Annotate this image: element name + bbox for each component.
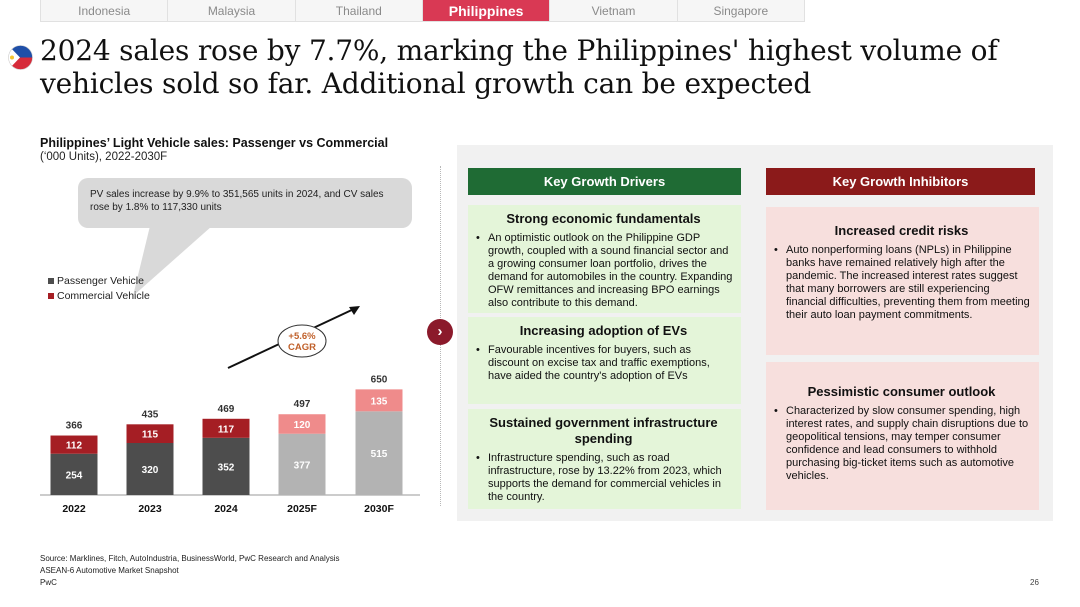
card-text: Auto nonperforming loans (NPLs) in Phili…	[786, 244, 1030, 321]
cagr-label: CAGR	[288, 342, 316, 353]
data-label-total: 650	[371, 374, 388, 385]
inhibitor-card: Pessimistic consumer outlook • Characteri…	[766, 362, 1039, 510]
data-label-total: 366	[66, 421, 83, 432]
tab-vietnam[interactable]: Vietnam	[550, 0, 678, 21]
page-title: 2024 sales rose by 7.7%, marking the Phi…	[40, 34, 998, 100]
data-label-passenger: 377	[294, 460, 311, 471]
data-label-commercial: 135	[371, 396, 388, 407]
cagr-value: +5.6%	[288, 331, 316, 342]
legend-label: Commercial Vehicle	[57, 289, 150, 302]
bullet-icon: •	[476, 452, 480, 464]
tab-malaysia[interactable]: Malaysia	[168, 0, 296, 21]
bar-commercial	[126, 424, 174, 443]
data-label-total: 435	[142, 409, 159, 420]
page-number: 26	[1030, 578, 1039, 587]
tick-label: 2023	[138, 503, 162, 515]
card-text: Infrastructure spending, such as road in…	[488, 452, 722, 503]
bar-passenger	[126, 443, 174, 495]
inhibitors-header: Key Growth Inhibitors	[766, 168, 1035, 195]
card-title: Increasing adoption of EVs	[519, 323, 688, 338]
inhibitor-card: Increased credit risks • Auto nonperformi…	[766, 207, 1039, 355]
card-title: Pessimistic consumer outlook	[807, 384, 996, 399]
legend-label: Passenger Vehicle	[57, 274, 144, 287]
tick-label: 2025F	[287, 503, 317, 515]
card-text: Characterized by slow consumer spending,…	[786, 405, 1029, 482]
bar-commercial	[50, 435, 98, 454]
tab-thailand[interactable]: Thailand	[295, 0, 423, 21]
driver-card: Increasing adoption of EVs • Favourable i…	[468, 317, 741, 404]
tick-label: 2030F	[364, 503, 394, 515]
bar-passenger	[278, 433, 326, 495]
drivers-header: Key Growth Drivers	[468, 168, 741, 195]
tick-label: 2022	[62, 503, 86, 515]
legend-commercial: Commercial Vehicle	[48, 288, 150, 303]
card-text: An optimistic outlook on the Philippine …	[488, 232, 733, 309]
driver-card: Strong economic fundamentals • An optimis…	[468, 205, 741, 313]
data-label-commercial: 117	[218, 424, 235, 435]
data-label-commercial: 112	[66, 441, 83, 452]
footer-report: ASEAN-6 Automotive Market Snapshot	[40, 566, 179, 575]
data-label-total: 497	[294, 399, 311, 410]
country-tabs: Indonesia Malaysia Thailand Philippines …	[40, 0, 805, 22]
legend-swatch	[48, 277, 54, 284]
bar-passenger	[50, 453, 98, 495]
tab-indonesia[interactable]: Indonesia	[41, 0, 169, 21]
chart-legend: Passenger Vehicle Commercial Vehicle	[48, 273, 150, 303]
chart-subtitle: (‘000 Units), 2022-2030F	[40, 151, 168, 163]
card-title: Sustained government infrastructure spen…	[489, 415, 718, 446]
legend-passenger: Passenger Vehicle	[48, 273, 150, 288]
footer-brand: PwC	[40, 578, 57, 587]
cagr-bubble	[277, 324, 327, 358]
bar-commercial	[202, 418, 250, 438]
data-label-passenger: 254	[66, 470, 83, 481]
driver-card: Sustained government infrastructure spen…	[468, 409, 741, 509]
chart-callout: PV sales increase by 9.9% to 351,565 uni…	[78, 178, 412, 228]
card-title: Strong economic fundamentals	[506, 211, 701, 226]
footer-source: Source: Marklines, Fitch, AutoIndustria,…	[40, 554, 340, 563]
chart-title: Philippines’ Light Vehicle sales: Passen…	[40, 136, 389, 150]
bar-commercial	[278, 414, 326, 434]
card-title: Increased credit risks	[834, 223, 969, 238]
data-label-passenger: 320	[142, 465, 159, 476]
bar-passenger	[355, 411, 403, 495]
card-text: Favourable incentives for buyers, such a…	[488, 344, 710, 382]
data-label-passenger: 515	[371, 449, 388, 460]
tab-philippines[interactable]: Philippines	[422, 0, 551, 21]
philippines-flag-icon	[8, 45, 33, 70]
tick-label: 2024	[214, 503, 238, 515]
bullet-icon: •	[774, 405, 778, 417]
bullet-icon: •	[476, 344, 480, 356]
bar-commercial	[355, 389, 403, 412]
chevron-right-icon[interactable]: ›	[427, 319, 453, 345]
data-label-total: 469	[218, 404, 235, 415]
bullet-icon: •	[476, 232, 480, 244]
data-label-commercial: 115	[142, 430, 159, 441]
bullet-icon: •	[774, 244, 778, 256]
bar-passenger	[202, 437, 250, 495]
tab-singapore[interactable]: Singapore	[677, 0, 804, 21]
stacked-bar-chart: 254 112 366 2022 320 115 435 2023 352 117 469 2024 3…	[40, 306, 420, 515]
cagr-arrowhead	[349, 306, 360, 315]
legend-swatch	[48, 292, 54, 299]
data-label-passenger: 352	[218, 462, 235, 473]
data-label-commercial: 120	[294, 420, 311, 431]
